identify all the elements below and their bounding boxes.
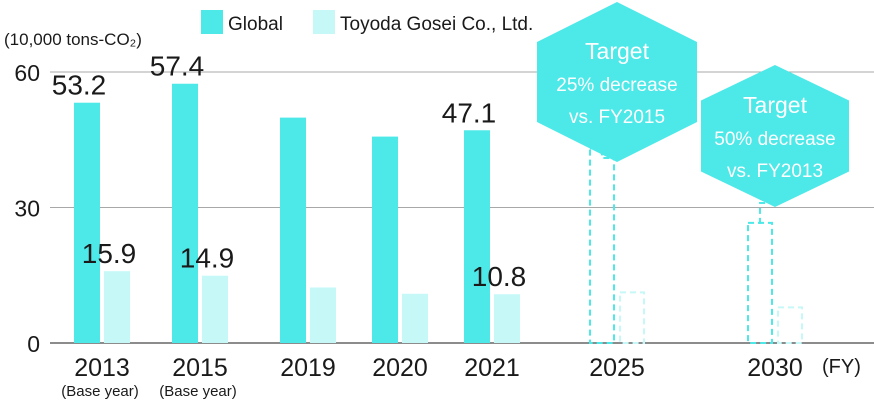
target-text-2030-line-3: vs. FY2013 (727, 161, 823, 182)
legend-swatch-toyoda-gosei (313, 10, 335, 34)
legend-swatch-global (201, 10, 223, 34)
data-label-global-2021: 47.1 (442, 97, 497, 128)
bar-toyoda-gosei-co-ltd-2021 (494, 294, 520, 343)
y-tick-label-30: 30 (14, 196, 40, 222)
bar-global-2020 (372, 136, 398, 343)
bar-global-2019 (280, 117, 306, 343)
data-label-toyoda-gosei-co-ltd-2021: 10.8 (472, 261, 527, 292)
bar-global-2013 (74, 102, 100, 343)
bar-toyoda-gosei-co-ltd-2015 (202, 275, 228, 343)
target-hexagon-2030 (701, 65, 849, 207)
data-label-global-2015: 57.4 (150, 51, 205, 82)
bar-toyoda-gosei-co-ltd-2025-target (619, 291, 645, 344)
target-text-2030-line-1: Target (743, 92, 808, 118)
x-tick-label-2021: 2021 (464, 354, 520, 382)
unit-label: (10,000 tons-CO₂) (4, 30, 142, 49)
x-tick-label-2019: 2019 (280, 354, 336, 382)
x-tick-note-2015: (Base year) (159, 383, 237, 400)
x-unit-label: (FY) (822, 356, 861, 378)
target-hexagon-2025 (537, 2, 697, 162)
x-tick-note-2013: (Base year) (61, 383, 139, 400)
target-text-2025-line-3: vs. FY2015 (569, 107, 665, 128)
legend-label-global: Global (228, 14, 283, 35)
bar-global-2025-target (589, 147, 615, 344)
bar-global-2015 (172, 83, 198, 343)
data-label-global-2013: 53.2 (52, 70, 107, 101)
bar-global-2021 (464, 130, 490, 343)
target-text-2025-line-1: Target (585, 38, 650, 64)
x-tick-label-2015: 2015 (172, 354, 228, 382)
y-tick-label-60: 60 (14, 60, 40, 86)
x-tick-label-2020: 2020 (372, 354, 428, 382)
bar-toyoda-gosei-co-ltd-2019 (310, 287, 336, 343)
y-tick-label-0: 0 (27, 331, 40, 357)
target-text-2025-line-2: 25% decrease (556, 75, 677, 96)
bar-toyoda-gosei-co-ltd-2030-target (777, 306, 803, 344)
bar-toyoda-gosei-co-ltd-2013 (104, 271, 130, 343)
x-tick-label-2025: 2025 (589, 354, 645, 382)
x-tick-label-2030: 2030 (747, 354, 803, 382)
bars-layer (74, 83, 803, 345)
bar-global-2030-target (747, 221, 773, 345)
x-tick-label-2013: 2013 (74, 354, 130, 382)
data-label-toyoda-gosei-co-ltd-2013: 15.9 (82, 238, 137, 269)
data-label-toyoda-gosei-co-ltd-2015: 14.9 (180, 243, 235, 274)
bar-toyoda-gosei-co-ltd-2020 (402, 293, 428, 343)
legend-label-toyoda-gosei: Toyoda Gosei Co., Ltd. (340, 14, 533, 35)
target-text-2030-line-2: 50% decrease (714, 129, 835, 150)
annotation-layer: Target 25% decrease vs. FY2015 Target 50% de… (537, 2, 849, 224)
